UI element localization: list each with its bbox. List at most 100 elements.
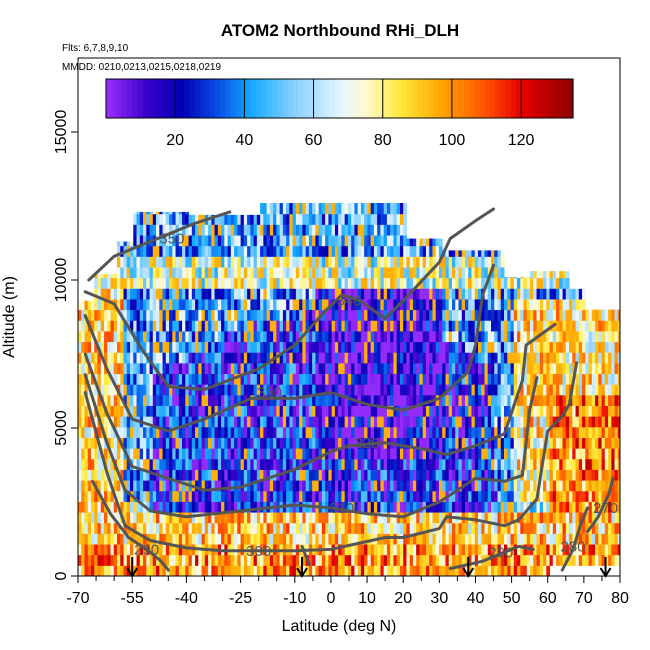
heatmap-cell: [143, 490, 147, 502]
heatmap-cell: [419, 320, 424, 332]
heatmap-cell: [172, 245, 177, 257]
heatmap-cell: [250, 384, 255, 396]
heatmap-cell: [292, 458, 297, 470]
heatmap-cell: [383, 416, 388, 428]
heatmap-cell: [243, 416, 248, 428]
heatmap-cell: [256, 469, 261, 481]
heatmap-cell: [188, 277, 193, 289]
heatmap-cell: [520, 320, 525, 332]
heatmap-cell: [295, 490, 300, 502]
heatmap-cell: [451, 405, 456, 417]
heatmap-cell: [276, 426, 281, 438]
heatmap-cell: [367, 490, 372, 502]
heatmap-cell: [412, 448, 417, 460]
heatmap-cell: [165, 352, 170, 364]
heatmap-cell: [539, 341, 544, 353]
heatmap-cell: [422, 245, 427, 257]
heatmap-cell: [520, 384, 525, 396]
heatmap-cell: [471, 426, 476, 438]
heatmap-cell: [198, 320, 203, 332]
heatmap-cell: [341, 437, 346, 449]
heatmap-cell: [325, 330, 329, 343]
heatmap-cell: [289, 203, 294, 215]
heatmap-cell: [305, 235, 310, 247]
heatmap-cell: [217, 437, 222, 449]
heatmap-cell: [152, 405, 157, 417]
heatmap-cell: [494, 250, 499, 257]
heatmap-cell: [243, 512, 248, 524]
heatmap-cell: [536, 522, 541, 534]
heatmap-cell: [175, 405, 180, 417]
heatmap-cell: [461, 448, 466, 460]
heatmap-cell: [520, 480, 525, 492]
heatmap-cell: [504, 501, 508, 513]
heatmap-cell: [461, 544, 466, 556]
heatmap-cell: [195, 341, 199, 353]
heatmap-cell: [247, 235, 251, 247]
heatmap-cell: [211, 533, 216, 545]
heatmap-cell: [81, 373, 85, 385]
heatmap-cell: [530, 554, 534, 566]
heatmap-cell: [143, 235, 147, 247]
heatmap-cell: [172, 426, 177, 438]
heatmap-cell: [282, 298, 287, 311]
heatmap-cell: [357, 362, 362, 375]
heatmap-cell: [292, 384, 297, 396]
heatmap-cell: [399, 277, 404, 289]
heatmap-cell: [334, 405, 339, 417]
heatmap-cell: [543, 394, 547, 407]
heatmap-cell: [364, 522, 368, 534]
heatmap-cell: [240, 341, 245, 353]
heatmap-cell: [334, 448, 339, 460]
heatmap-cell: [263, 320, 268, 332]
heatmap-cell: [152, 352, 157, 364]
heatmap-cell: [191, 330, 196, 343]
heatmap-cell: [208, 490, 212, 502]
heatmap-cell: [240, 214, 245, 225]
heatmap-cell: [260, 522, 264, 534]
heatmap-cell: [123, 241, 128, 247]
heatmap-cell: [334, 416, 339, 428]
heatmap-cell: [539, 394, 544, 407]
heatmap-cell: [546, 298, 551, 311]
heatmap-cell: [478, 277, 482, 289]
heatmap-cell: [383, 277, 388, 289]
heatmap-cell: [416, 362, 420, 375]
heatmap-cell: [416, 437, 420, 449]
heatmap-cell: [513, 362, 518, 375]
heatmap-cell: [113, 277, 118, 289]
heatmap-cell: [393, 309, 398, 321]
heatmap-cell: [377, 384, 381, 396]
heatmap-cell: [321, 235, 326, 247]
heatmap-cell: [169, 266, 173, 279]
heatmap-cell: [354, 458, 359, 470]
heatmap-cell: [556, 490, 560, 502]
heatmap-cell: [533, 352, 538, 364]
heatmap-cell: [94, 416, 99, 428]
heatmap-cell: [253, 469, 258, 481]
heatmap-cell: [81, 394, 85, 407]
heatmap-cell: [338, 501, 342, 513]
heatmap-cell: [266, 309, 271, 321]
heatmap-cell: [253, 373, 258, 385]
heatmap-cell: [211, 469, 216, 481]
heatmap-cell: [182, 544, 186, 556]
heatmap-cell: [292, 565, 297, 576]
heatmap-cell: [139, 213, 144, 225]
heatmap-cell: [318, 341, 323, 353]
heatmap-cell: [347, 448, 352, 460]
heatmap-cell: [256, 394, 261, 407]
heatmap-cell: [565, 480, 570, 492]
heatmap-cell: [471, 458, 476, 470]
heatmap-cell: [282, 341, 287, 353]
heatmap-cell: [230, 554, 235, 566]
heatmap-cell: [256, 512, 261, 524]
heatmap-cell: [217, 373, 222, 385]
heatmap-cell: [432, 245, 437, 257]
heatmap-cell: [373, 373, 378, 385]
heatmap-cell: [325, 266, 329, 279]
heatmap-cell: [240, 554, 245, 566]
heatmap-cell: [494, 426, 499, 438]
heatmap-cell: [217, 256, 222, 268]
heatmap-cell: [507, 458, 512, 470]
